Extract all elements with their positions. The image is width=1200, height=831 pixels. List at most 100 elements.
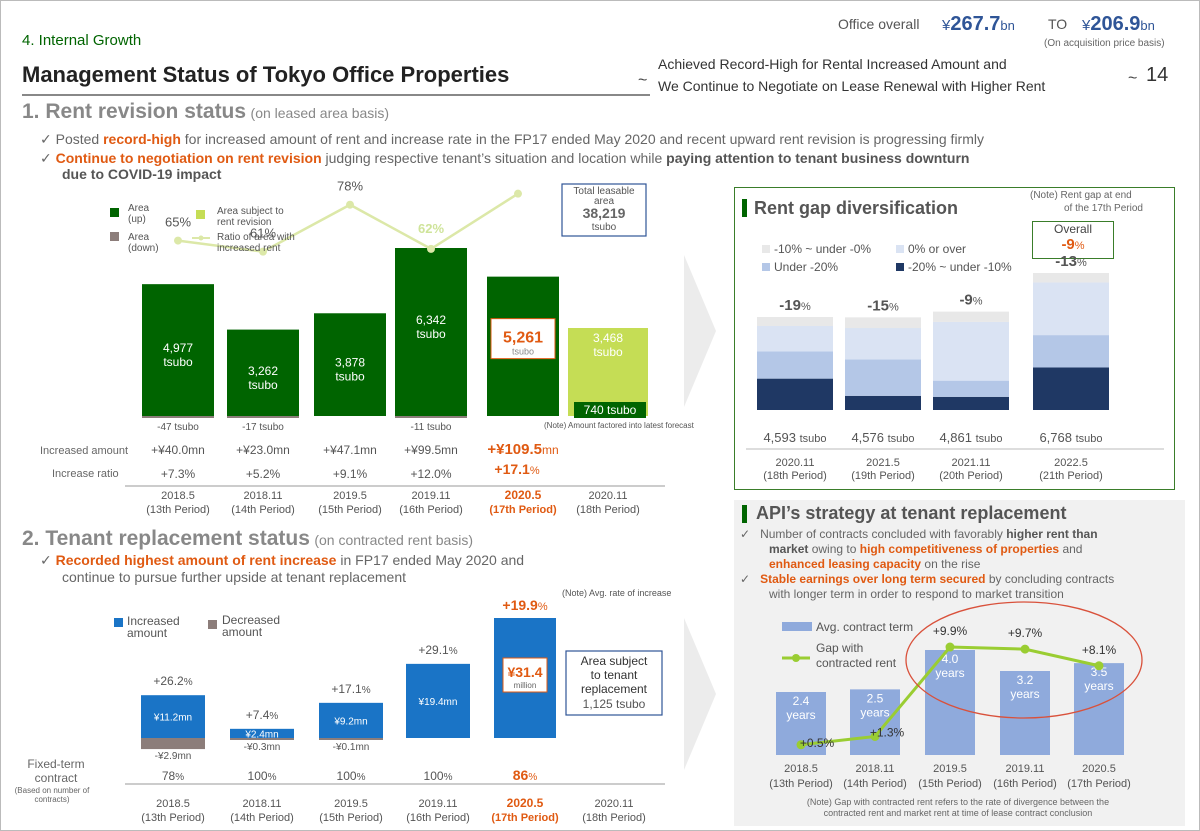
bar-down-label: -47 tsubo: [157, 422, 199, 433]
increased-amount-value: +¥99.5mn: [404, 443, 458, 457]
legend-swatch-decreased: [208, 620, 217, 629]
gap-point: [796, 740, 806, 750]
bar-value-label: 4,977: [163, 341, 193, 355]
bar-decreased: [141, 738, 205, 750]
bar-segment-under-20: [845, 359, 921, 396]
increase-ratio-value: +12.0%: [410, 467, 451, 481]
tenant-bullet-line-2: continue to pursue further upside at ten…: [62, 569, 406, 585]
legend-increased: Increased: [127, 614, 180, 628]
category-label: 2019.5: [333, 490, 367, 502]
legend-a: -10% ~ under -0%: [774, 242, 871, 256]
fixed-term-label: Fixed-term: [27, 757, 84, 771]
title-marker: [742, 199, 747, 217]
gap-label: -9%: [959, 292, 982, 309]
gap-label: -15%: [867, 297, 899, 314]
legend-c: Under -20%: [774, 260, 838, 274]
legend-swatch-increased: [114, 618, 123, 627]
rent-bullet-2-line-2: due to COVID-19 impact: [62, 166, 222, 182]
page-title: Management Status of Tokyo Office Proper…: [22, 62, 510, 87]
total-leasable-label-2: area: [594, 196, 614, 207]
bar-increased: [319, 702, 383, 738]
rent-revision-heading: 1. Rent revision status (on leased area …: [22, 100, 390, 123]
bar-unit-label: tsubo: [416, 327, 446, 341]
bar-value-label: ¥31.4: [507, 664, 542, 680]
bar-value-label: 4.0: [942, 652, 959, 666]
bar-area-up: [142, 284, 214, 416]
check-icon: ✓: [740, 527, 751, 541]
bar-segment-10-to-0: [933, 311, 1009, 322]
legend-swatch-bar: [782, 622, 812, 631]
forecast-value: 3,468: [593, 331, 623, 345]
ratio-point: [514, 189, 522, 198]
increase-ratio-value: +17.1%: [494, 461, 539, 477]
office-overall-value: 267.7: [950, 13, 1001, 35]
bar-unit-label: years: [786, 708, 815, 722]
legend-avg-term: Avg. contract term: [816, 620, 913, 634]
bar-segment-0-or-over: [933, 321, 1009, 381]
api-bullet-1: ✓ Number of contracts concluded with fav…: [740, 527, 1115, 601]
increased-amount-value: +¥47.1mn: [323, 443, 377, 457]
page-number: 14: [1146, 64, 1169, 86]
bar-unit-label: tsubo: [248, 378, 278, 392]
bar-segment-0-or-over: [1033, 282, 1109, 336]
category-label: 2019.11: [419, 798, 458, 810]
fixed-term-value: 86%: [513, 767, 538, 783]
forecast-sub-bar: [574, 402, 646, 418]
category-sublabel: (18th Period): [763, 470, 827, 482]
check-icon: ✓: [740, 572, 751, 586]
category-label: 2018.11: [856, 763, 895, 775]
category-label: 2020.11: [776, 457, 815, 469]
fixed-term-note: (Based on number of: [15, 786, 90, 795]
category-label: 2018.5: [156, 798, 190, 810]
bar-unit-label: million: [514, 681, 537, 690]
category-sublabel: (20th Period): [939, 470, 1003, 482]
category-label: 2021.5: [866, 457, 900, 469]
legend-swatch-subject: [196, 210, 205, 219]
category-sublabel: (14th Period): [231, 504, 295, 516]
bar-value-label: 2.4: [793, 694, 810, 708]
bar-value-label: 3.2: [1017, 673, 1034, 687]
bar-value-label: 5,261: [503, 330, 543, 347]
rent-gap-chart: -19% 4,593 tsubo 2020.11(18th Period) -15% 4…: [746, 242, 1164, 482]
total-leasable-unit: tsubo: [592, 222, 617, 233]
fixed-term-note-2: contracts): [34, 795, 69, 804]
row-label-increased-amount: Increased amount: [40, 445, 128, 457]
avg-rate-label: +17.1%: [331, 682, 370, 696]
total-leasable-value: 38,219: [583, 205, 626, 221]
category-label: 2022.5: [1054, 457, 1088, 469]
legend-swatch-c: [762, 263, 770, 271]
category-sublabel: (17th Period): [1067, 778, 1131, 790]
gap-label: +9.7%: [1008, 626, 1043, 640]
bar-increased: [406, 663, 470, 738]
forecast-unit: tsubo: [593, 345, 623, 359]
subtitle-line-1: Achieved Record-High for Rental Increase…: [658, 56, 1007, 72]
category-sublabel: (15th Period): [918, 778, 982, 790]
bar-decreased-label: -¥0.1mn: [333, 742, 370, 753]
ratio-point: [427, 244, 435, 253]
highlight-value-box: [490, 318, 556, 360]
bar-unit-label: years: [935, 666, 964, 680]
gap-label: +8.1%: [1082, 643, 1117, 657]
forecast-note: (Note) Amount factored into latest forec…: [544, 421, 695, 430]
to-value: 206.9: [1090, 13, 1141, 35]
area-subject-l2: to tenant: [591, 668, 638, 682]
bar-area-down: [142, 416, 214, 418]
bar-decreased-label: -¥0.3mn: [244, 742, 281, 753]
legend-swatch-area-down: [110, 232, 119, 241]
legend-decreased: Decreased: [222, 613, 280, 627]
category-label: 2020.11: [589, 490, 628, 502]
category-label: 2020.5: [505, 488, 542, 502]
basis-note: (On acquisition price basis): [1044, 38, 1165, 49]
category-label: 2018.11: [243, 798, 282, 810]
legend-increased-2: amount: [127, 626, 168, 640]
arrow-right-icon: [684, 618, 716, 770]
category-sublabel: (16th Period): [399, 504, 463, 516]
category-label: 2020.5: [507, 796, 544, 810]
ratio-label: 61%: [250, 226, 276, 241]
legend-swatch-d: [896, 263, 904, 271]
area-subject-box: [565, 650, 663, 716]
check-icon: ✓: [40, 552, 52, 568]
ratio-label: 62%: [418, 221, 444, 236]
category-sublabel: (14th Period): [843, 778, 907, 790]
